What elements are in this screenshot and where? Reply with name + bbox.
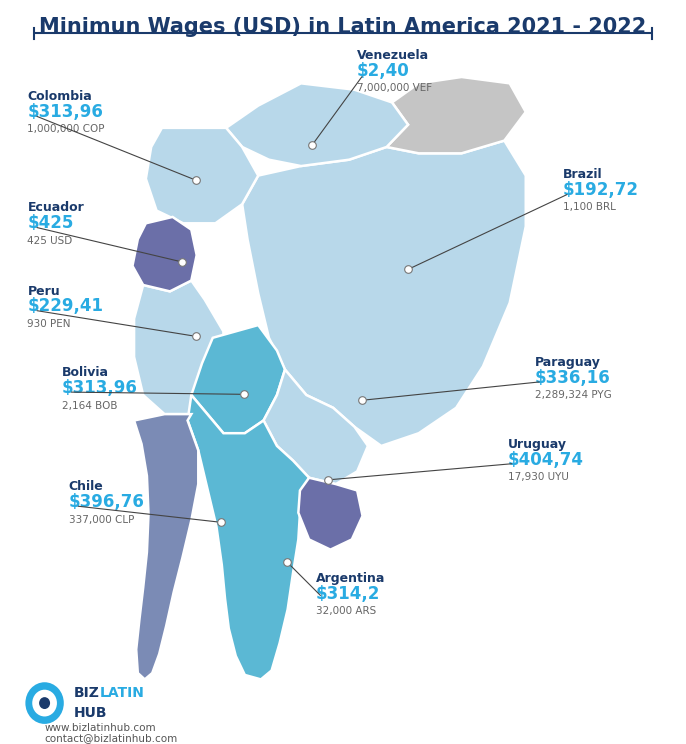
Text: Ecuador: Ecuador xyxy=(27,202,84,214)
Polygon shape xyxy=(387,77,525,153)
Text: Paraguay: Paraguay xyxy=(535,356,601,369)
Text: 1,100 BRL: 1,100 BRL xyxy=(563,202,615,212)
Text: Peru: Peru xyxy=(27,285,60,298)
Text: $425: $425 xyxy=(27,214,74,232)
Polygon shape xyxy=(191,325,285,433)
Polygon shape xyxy=(134,280,224,414)
Text: 7,000,000 VEF: 7,000,000 VEF xyxy=(357,83,432,93)
Text: $192,72: $192,72 xyxy=(563,181,639,199)
Text: 2,289,324 PYG: 2,289,324 PYG xyxy=(535,391,612,400)
Text: $313,96: $313,96 xyxy=(27,103,104,121)
Text: www.bizlatinhub.com: www.bizlatinhub.com xyxy=(45,722,156,733)
Text: $2,40: $2,40 xyxy=(357,62,410,80)
Polygon shape xyxy=(242,141,525,446)
Circle shape xyxy=(39,697,50,709)
Text: Colombia: Colombia xyxy=(27,90,92,103)
Text: Venezuela: Venezuela xyxy=(357,49,429,62)
Text: Bolivia: Bolivia xyxy=(62,367,109,379)
Text: $336,16: $336,16 xyxy=(535,369,611,387)
Polygon shape xyxy=(187,395,309,679)
Text: 2,164 BOB: 2,164 BOB xyxy=(62,401,117,411)
Text: Minimun Wages (USD) in Latin America 2021 - 2022: Minimun Wages (USD) in Latin America 202… xyxy=(39,17,647,37)
Text: BIZ: BIZ xyxy=(74,687,100,700)
Polygon shape xyxy=(226,83,408,166)
Text: $396,76: $396,76 xyxy=(69,493,145,511)
Text: Chile: Chile xyxy=(69,481,104,493)
Circle shape xyxy=(25,682,64,724)
Polygon shape xyxy=(132,217,197,292)
Text: $313,96: $313,96 xyxy=(62,379,138,397)
Text: contact@bizlatinhub.com: contact@bizlatinhub.com xyxy=(45,733,178,743)
Circle shape xyxy=(32,690,57,716)
Text: 930 PEN: 930 PEN xyxy=(27,319,71,329)
Text: 17,930 UYU: 17,930 UYU xyxy=(508,472,569,482)
Text: Brazil: Brazil xyxy=(563,168,602,181)
Text: $229,41: $229,41 xyxy=(27,298,104,315)
Text: Argentina: Argentina xyxy=(316,572,385,585)
Text: 1,000,000 COP: 1,000,000 COP xyxy=(27,124,105,134)
Text: $314,2: $314,2 xyxy=(316,585,380,603)
Text: 32,000 ARS: 32,000 ARS xyxy=(316,606,376,616)
Polygon shape xyxy=(263,370,368,484)
Text: HUB: HUB xyxy=(74,706,108,719)
Text: Uruguay: Uruguay xyxy=(508,438,567,451)
Text: 337,000 CLP: 337,000 CLP xyxy=(69,515,134,525)
Text: $404,74: $404,74 xyxy=(508,451,584,469)
Polygon shape xyxy=(134,414,198,679)
Polygon shape xyxy=(298,478,362,550)
Polygon shape xyxy=(146,128,258,223)
Text: LATIN: LATIN xyxy=(99,687,144,700)
Text: 425 USD: 425 USD xyxy=(27,236,73,246)
